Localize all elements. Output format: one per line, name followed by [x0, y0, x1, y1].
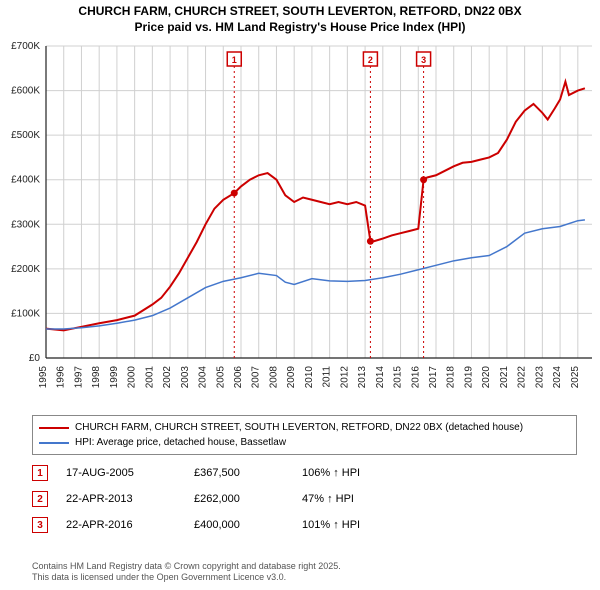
svg-text:£200K: £200K [11, 264, 40, 275]
sale-marker-icon: 2 [32, 491, 48, 507]
svg-text:2007: 2007 [251, 366, 262, 389]
sale-row: 3 22-APR-2016 £400,000 101% ↑ HPI [32, 512, 422, 538]
svg-text:£0: £0 [29, 353, 41, 364]
svg-text:2006: 2006 [233, 366, 244, 389]
svg-text:£100K: £100K [11, 308, 40, 319]
title-line1: CHURCH FARM, CHURCH STREET, SOUTH LEVERT… [0, 4, 600, 20]
sale-marker-icon: 1 [32, 465, 48, 481]
svg-text:£300K: £300K [11, 219, 40, 230]
svg-text:2024: 2024 [552, 366, 563, 389]
svg-text:1996: 1996 [56, 366, 67, 389]
sale-date: 22-APR-2016 [66, 519, 176, 531]
svg-text:2022: 2022 [517, 366, 528, 389]
chart-title: CHURCH FARM, CHURCH STREET, SOUTH LEVERT… [0, 0, 600, 35]
svg-text:2003: 2003 [180, 366, 191, 389]
legend-swatch [39, 442, 69, 444]
sale-row: 2 22-APR-2013 £262,000 47% ↑ HPI [32, 486, 422, 512]
svg-text:2013: 2013 [357, 366, 368, 389]
sale-row: 1 17-AUG-2005 £367,500 106% ↑ HPI [32, 460, 422, 486]
title-line2: Price paid vs. HM Land Registry's House … [0, 20, 600, 36]
svg-text:2014: 2014 [375, 366, 386, 389]
legend: CHURCH FARM, CHURCH STREET, SOUTH LEVERT… [32, 415, 577, 455]
svg-text:1999: 1999 [109, 366, 120, 389]
svg-text:2019: 2019 [463, 366, 474, 389]
svg-text:£600K: £600K [11, 86, 40, 97]
svg-text:1: 1 [232, 55, 237, 65]
svg-text:2016: 2016 [410, 366, 421, 389]
svg-text:2015: 2015 [393, 366, 404, 389]
legend-label: CHURCH FARM, CHURCH STREET, SOUTH LEVERT… [75, 420, 523, 435]
attribution: Contains HM Land Registry data © Crown c… [32, 561, 341, 584]
legend-swatch [39, 427, 69, 429]
sale-date: 17-AUG-2005 [66, 467, 176, 479]
svg-text:2020: 2020 [481, 366, 492, 389]
svg-text:2000: 2000 [127, 366, 138, 389]
svg-text:2008: 2008 [268, 366, 279, 389]
svg-text:2010: 2010 [304, 366, 315, 389]
sale-pct: 106% ↑ HPI [302, 467, 422, 479]
svg-text:2012: 2012 [339, 366, 350, 389]
sale-pct: 47% ↑ HPI [302, 493, 422, 505]
svg-text:2023: 2023 [534, 366, 545, 389]
svg-text:2009: 2009 [286, 366, 297, 389]
svg-text:2021: 2021 [499, 366, 510, 389]
svg-text:1998: 1998 [91, 366, 102, 389]
svg-text:2005: 2005 [215, 366, 226, 389]
svg-text:£400K: £400K [11, 175, 40, 186]
svg-text:2025: 2025 [570, 366, 581, 389]
svg-text:2: 2 [368, 55, 373, 65]
attribution-line: Contains HM Land Registry data © Crown c… [32, 561, 341, 573]
svg-text:£700K: £700K [11, 41, 40, 52]
price-chart: £0 £100K £200K £300K £400K £500K £600K £700K 199… [0, 40, 600, 410]
sale-price: £367,500 [194, 467, 284, 479]
sale-marker-icon: 3 [32, 517, 48, 533]
svg-text:3: 3 [421, 55, 426, 65]
svg-text:1997: 1997 [73, 366, 84, 389]
sale-price: £400,000 [194, 519, 284, 531]
svg-text:2001: 2001 [144, 366, 155, 389]
sales-table: 1 17-AUG-2005 £367,500 106% ↑ HPI 2 22-A… [32, 460, 422, 538]
svg-text:2018: 2018 [446, 366, 457, 389]
sale-pct: 101% ↑ HPI [302, 519, 422, 531]
svg-text:2004: 2004 [198, 366, 209, 389]
svg-text:2011: 2011 [322, 366, 333, 388]
svg-text:2002: 2002 [162, 366, 173, 389]
sale-date: 22-APR-2013 [66, 493, 176, 505]
attribution-line: This data is licensed under the Open Gov… [32, 572, 341, 584]
svg-text:2017: 2017 [428, 366, 439, 389]
legend-label: HPI: Average price, detached house, Bass… [75, 435, 286, 450]
legend-row: HPI: Average price, detached house, Bass… [39, 435, 570, 450]
legend-row: CHURCH FARM, CHURCH STREET, SOUTH LEVERT… [39, 420, 570, 435]
svg-text:£500K: £500K [11, 130, 40, 141]
sale-price: £262,000 [194, 493, 284, 505]
svg-text:1995: 1995 [38, 366, 49, 389]
